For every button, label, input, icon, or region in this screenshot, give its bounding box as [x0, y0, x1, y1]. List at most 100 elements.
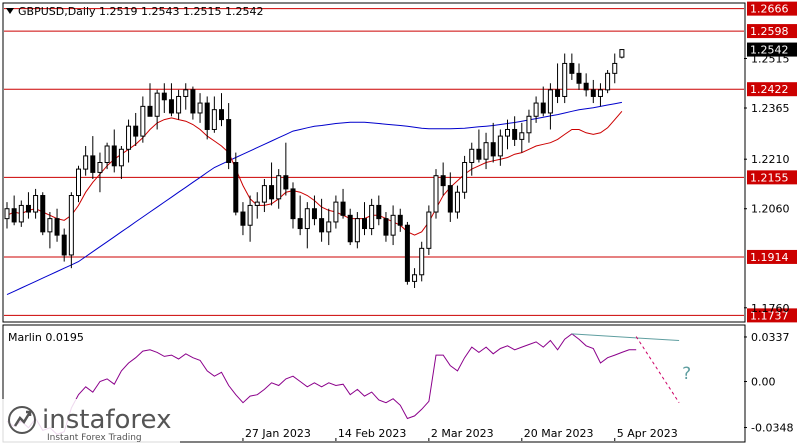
candle-body	[104, 145, 110, 163]
candle	[190, 86, 196, 120]
candle	[283, 142, 289, 196]
candle	[612, 53, 618, 84]
candle	[605, 70, 611, 94]
marlin-trend-line	[571, 333, 680, 342]
candle	[347, 208, 353, 246]
candle-body	[505, 128, 510, 137]
level-label: 1.2155	[750, 171, 789, 184]
candle-body	[197, 102, 203, 114]
candle-body	[190, 89, 196, 114]
candle-body	[168, 99, 174, 114]
candle-body	[426, 211, 432, 249]
candle-body	[247, 204, 253, 226]
marlin-forecast-line	[635, 336, 680, 403]
level-tag	[747, 82, 797, 97]
candle	[433, 169, 439, 219]
candle	[419, 241, 425, 282]
candle-body	[619, 49, 625, 58]
candle	[590, 79, 596, 104]
time-axis: 27 Jan 2023 14 Feb 2023 2 Mar 2023 20 Mar 2…	[242, 427, 678, 441]
instaforex-watermark: instaforex Instant Forex Trading	[0, 399, 180, 444]
candle-body	[290, 188, 296, 220]
candle-body	[18, 204, 24, 223]
candle-body	[154, 92, 160, 117]
candle-body	[583, 82, 589, 91]
level-tag	[747, 249, 797, 264]
candle-body	[25, 204, 31, 213]
candle-body	[176, 95, 182, 114]
collapse-triangle-icon[interactable]	[6, 8, 14, 14]
candle	[397, 208, 403, 232]
current-price-tag	[747, 42, 797, 57]
candle	[483, 132, 489, 170]
candle	[183, 83, 189, 110]
candle-body	[597, 89, 603, 97]
candle	[47, 212, 53, 249]
oscillator-layer: ? 0.0337 0.00 -0.0348	[6, 331, 793, 435]
candle-body	[183, 89, 189, 97]
candle-body	[369, 204, 375, 230]
candle-body	[547, 89, 553, 114]
candle-body	[354, 218, 360, 243]
candle-body	[68, 195, 74, 256]
chart-title: GBPUSD,Daily 1.2519 1.2543 1.2515 1.2542	[18, 5, 263, 18]
marlin-line	[6, 333, 637, 435]
watermark-backdrop	[0, 399, 180, 444]
watermark-tagline: Instant Forex Trading	[47, 433, 142, 443]
candle	[118, 145, 124, 180]
candle-body	[111, 145, 117, 167]
candle-body	[576, 72, 582, 84]
forecast-question-mark: ?	[682, 364, 691, 384]
candle-body	[140, 105, 146, 137]
candle	[83, 145, 89, 176]
candle	[211, 96, 217, 133]
watermark-brand: instaforex	[42, 405, 171, 435]
candle	[426, 205, 432, 255]
candle-body	[419, 247, 425, 276]
time-tick-label: 14 Feb 2023	[338, 427, 406, 440]
time-tick-label: 27 Jan 2023	[245, 427, 311, 440]
candle-body	[519, 132, 525, 140]
candle	[33, 188, 39, 219]
candle-body	[412, 274, 418, 282]
candle-body	[319, 218, 325, 233]
price-tick-label: 1.2060	[751, 203, 790, 216]
candle	[290, 182, 296, 229]
candle	[376, 195, 382, 226]
candle	[168, 83, 174, 117]
candle	[276, 169, 282, 209]
level-label: 1.1914	[750, 251, 789, 264]
candle-body	[454, 191, 460, 213]
candle-body	[433, 175, 439, 213]
candle	[40, 192, 46, 236]
candle	[140, 96, 146, 143]
candle	[311, 195, 317, 226]
candle-body	[483, 142, 489, 160]
candle	[154, 89, 160, 130]
candle	[197, 93, 203, 123]
candle-body	[404, 224, 410, 282]
candle-body	[526, 115, 532, 134]
candle	[269, 162, 275, 206]
current-price-label: 1.2542	[750, 44, 789, 57]
osc-tick-label: 0.00	[751, 376, 776, 389]
candle-body	[297, 218, 303, 230]
candle	[440, 162, 446, 196]
candle	[369, 198, 375, 236]
candle	[4, 202, 10, 229]
indicator-label: Marlin 0.0195	[8, 331, 84, 344]
candle-body	[311, 208, 317, 220]
candle	[233, 152, 239, 216]
candle-body	[269, 185, 275, 200]
candle-body	[569, 62, 575, 74]
candle	[362, 202, 367, 236]
candle-body	[440, 175, 446, 187]
candle-body	[562, 62, 568, 97]
level-tag	[747, 170, 797, 185]
candle	[469, 142, 475, 176]
candle-body	[161, 92, 167, 101]
time-tick-label: 5 Apr 2023	[617, 427, 678, 440]
candle	[176, 89, 182, 120]
